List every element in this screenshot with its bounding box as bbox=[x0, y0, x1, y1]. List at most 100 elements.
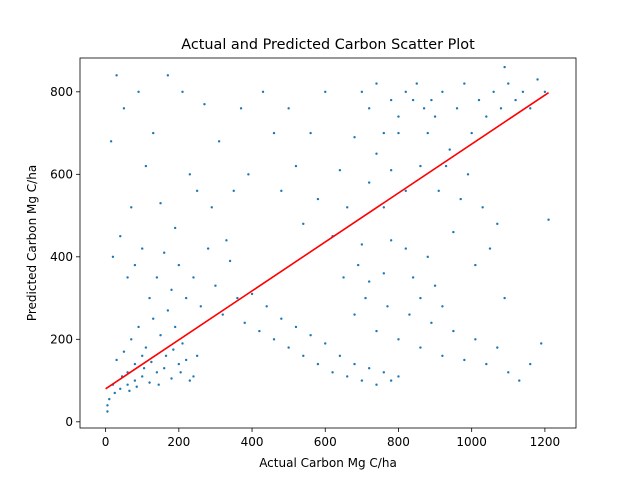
x-tick-label: 600 bbox=[314, 435, 337, 449]
data-point bbox=[135, 385, 138, 388]
data-point bbox=[159, 201, 162, 205]
data-point bbox=[324, 342, 327, 345]
data-point bbox=[316, 197, 320, 201]
data-point bbox=[375, 152, 378, 155]
data-point bbox=[397, 338, 400, 341]
y-tick-label: 600 bbox=[50, 167, 73, 181]
data-point bbox=[302, 222, 305, 226]
data-point bbox=[210, 206, 213, 209]
data-point bbox=[419, 164, 422, 168]
x-tick-label: 0 bbox=[102, 435, 110, 449]
data-point bbox=[360, 379, 364, 382]
data-point bbox=[294, 164, 298, 168]
plot-frame bbox=[79, 57, 577, 429]
data-point bbox=[225, 239, 228, 242]
regression-line bbox=[105, 91, 549, 390]
chart-title: Actual and Predicted Carbon Scatter Plot bbox=[181, 37, 475, 53]
data-point bbox=[331, 371, 334, 374]
data-point bbox=[367, 107, 371, 110]
data-point bbox=[426, 131, 429, 135]
data-point bbox=[115, 358, 118, 362]
data-point bbox=[106, 410, 109, 413]
data-point bbox=[170, 288, 173, 292]
data-point bbox=[382, 371, 386, 374]
data-point bbox=[422, 107, 426, 110]
data-point bbox=[455, 107, 459, 110]
data-point bbox=[474, 338, 477, 341]
data-point bbox=[122, 350, 126, 353]
data-point bbox=[172, 348, 175, 351]
data-point bbox=[346, 375, 349, 378]
data-point bbox=[309, 333, 312, 337]
data-point bbox=[157, 383, 160, 386]
data-point bbox=[141, 375, 144, 378]
data-point bbox=[126, 276, 129, 279]
data-point bbox=[152, 131, 155, 135]
data-point bbox=[496, 222, 499, 226]
data-point bbox=[492, 90, 495, 94]
data-point bbox=[188, 379, 192, 382]
data-point bbox=[324, 90, 327, 94]
y-axis-label: Predicted Carbon Mg C/ha bbox=[25, 165, 39, 321]
data-point bbox=[389, 98, 393, 102]
data-point bbox=[141, 247, 144, 250]
data-point bbox=[243, 321, 246, 325]
data-point bbox=[375, 383, 378, 386]
data-point bbox=[382, 272, 386, 275]
x-tick-label: 1200 bbox=[530, 435, 561, 449]
x-axis-label: Actual Carbon Mg C/ha bbox=[259, 456, 397, 470]
data-point bbox=[529, 107, 532, 110]
data-point bbox=[375, 82, 378, 85]
data-point bbox=[106, 404, 109, 407]
data-point bbox=[452, 230, 455, 234]
data-point bbox=[353, 313, 356, 316]
data-point bbox=[272, 338, 276, 341]
data-point bbox=[360, 90, 364, 94]
data-point bbox=[433, 115, 437, 118]
data-point bbox=[485, 115, 488, 118]
data-point bbox=[152, 317, 155, 320]
data-point bbox=[133, 362, 137, 366]
data-point bbox=[247, 173, 250, 176]
data-point bbox=[148, 381, 151, 384]
data-point bbox=[144, 164, 148, 168]
data-point bbox=[503, 65, 506, 69]
data-point bbox=[166, 74, 170, 77]
data-point bbox=[353, 135, 356, 139]
data-point bbox=[353, 362, 356, 366]
data-point bbox=[521, 90, 525, 94]
data-point bbox=[177, 362, 181, 366]
data-point bbox=[441, 90, 444, 94]
data-point bbox=[228, 259, 232, 263]
data-point bbox=[280, 189, 283, 193]
data-point bbox=[177, 263, 181, 267]
data-point bbox=[214, 284, 217, 287]
data-point bbox=[115, 74, 118, 77]
data-point bbox=[496, 346, 499, 349]
data-point bbox=[419, 296, 422, 300]
data-point bbox=[206, 247, 210, 250]
data-point bbox=[547, 218, 550, 221]
data-point bbox=[346, 206, 349, 209]
data-point bbox=[477, 98, 481, 102]
data-point bbox=[463, 82, 466, 85]
data-point bbox=[192, 276, 195, 279]
data-point bbox=[338, 168, 342, 172]
data-point bbox=[430, 98, 433, 102]
data-point bbox=[203, 102, 206, 106]
data-point bbox=[463, 358, 466, 362]
data-point bbox=[181, 342, 184, 345]
data-point bbox=[382, 206, 386, 209]
data-point bbox=[162, 366, 166, 370]
data-point bbox=[142, 366, 146, 370]
y-tick-label: 400 bbox=[50, 250, 73, 264]
data-point bbox=[195, 354, 199, 358]
data-point bbox=[367, 181, 371, 184]
data-point bbox=[144, 346, 148, 349]
data-point bbox=[411, 276, 415, 279]
data-point bbox=[173, 226, 177, 230]
data-point bbox=[441, 354, 444, 358]
data-point bbox=[367, 280, 371, 283]
data-point bbox=[155, 276, 159, 279]
